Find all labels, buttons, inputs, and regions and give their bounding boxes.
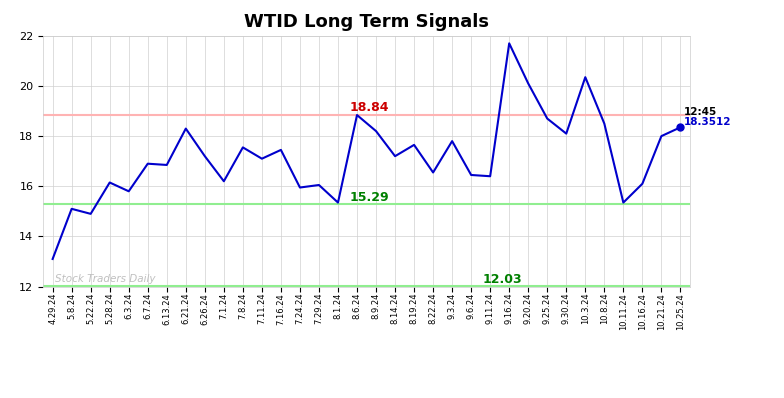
- Title: WTID Long Term Signals: WTID Long Term Signals: [244, 14, 489, 31]
- Text: 12.03: 12.03: [483, 273, 522, 286]
- Text: 18.84: 18.84: [350, 101, 389, 114]
- Text: 12:45: 12:45: [684, 107, 717, 117]
- Text: 18.3512: 18.3512: [684, 117, 731, 127]
- Text: 15.29: 15.29: [350, 191, 389, 204]
- Text: Stock Traders Daily: Stock Traders Daily: [56, 273, 156, 283]
